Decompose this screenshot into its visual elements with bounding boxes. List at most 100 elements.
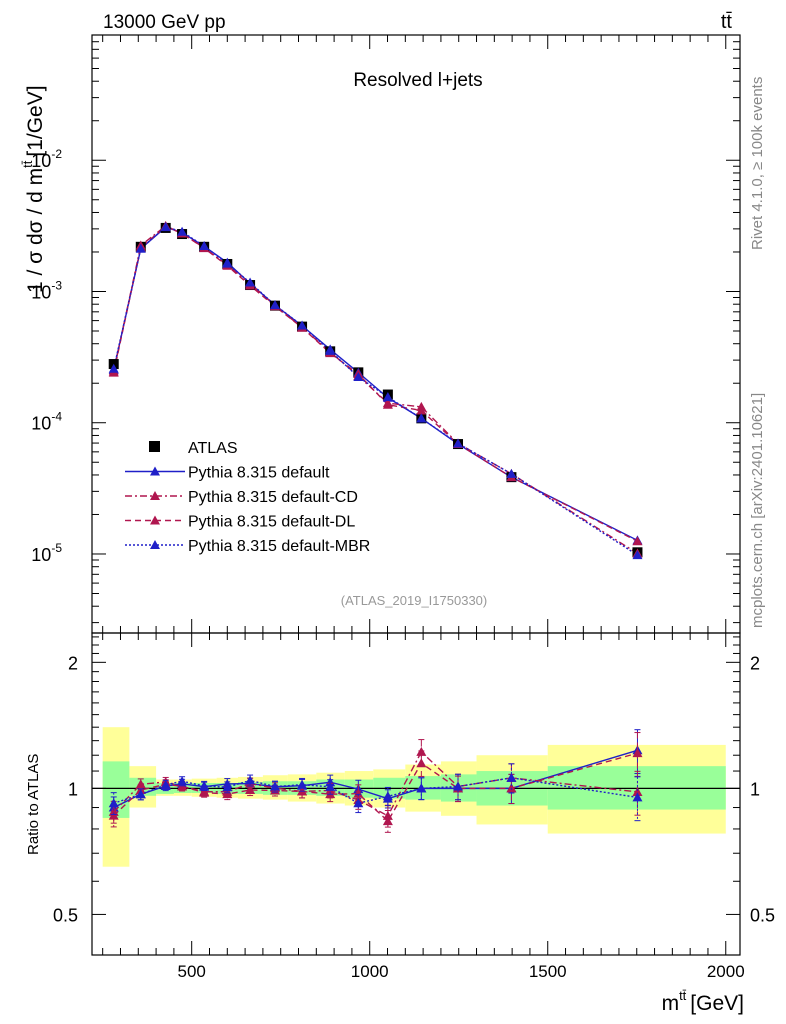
ratio-marker-pythia-8-315-default-dl (632, 748, 643, 758)
ratio-plot-frame (91, 632, 741, 956)
x-axis-label-unit: [GeV] (690, 992, 744, 1015)
mcplots-reference-label: mcplots.cern.ch [arXiv:2401.10621] (749, 393, 766, 628)
series-marker-pythia-8-315-default-dl (382, 399, 393, 409)
x-tick-label: 1000 (351, 962, 389, 981)
ratio-y-axis-label: Ratio to ATLAS (25, 754, 42, 855)
x-tick-label: 500 (178, 962, 206, 981)
ratio-marker-pythia-8-315-default-mbr (325, 781, 336, 791)
main-y-axis-label: 1 / σ dσ / d mtt̄ [1/GeV] (20, 85, 47, 293)
y-tick-label-exponent: -3 (51, 278, 62, 292)
series-marker-pythia-8-315-default-mbr (506, 468, 517, 478)
legend-label: Pythia 8.315 default (188, 465, 330, 482)
series-marker-pythia-8-315-default-mbr (160, 221, 171, 231)
ratio-marker-pythia-8-315-default-mbr (270, 781, 281, 791)
ratio-marker-pythia-8-315-default-mbr (506, 772, 517, 782)
series-marker-pythia-8-315-default-mbr (135, 243, 146, 253)
ratio-y-tick-label: 0.5 (53, 905, 78, 925)
ratio-marker-pythia-8-315-default-dl (416, 758, 427, 768)
series-marker-pythia-8-315-default-mbr (222, 258, 233, 268)
series-marker-pythia-8-315-default-mbr (353, 372, 364, 382)
series-marker-pythia-8-315-default-mbr (382, 392, 393, 402)
series-marker-pythia-8-315-default-mbr (199, 241, 210, 251)
header-process-label: tt̄ (721, 11, 733, 33)
ratio-marker-pythia-8-315-default-mbr (632, 792, 643, 802)
header-energy-label: 13000 GeV pp (103, 12, 226, 33)
y-tick-label-exponent: -5 (51, 541, 62, 555)
y-tick-label-base: 10 (31, 282, 51, 302)
series-marker-pythia-8-315-default-dl (632, 536, 643, 546)
series-marker-pythia-8-315-default-mbr (632, 550, 643, 560)
ratio-marker-pythia-8-315-default-mbr (160, 779, 171, 789)
y-tick-label: 10-5 (31, 541, 62, 565)
ratio-marker-pythia-8-315-default-mbr (416, 783, 427, 793)
ratio-marker-pythia-8-315-default-dl (222, 789, 233, 799)
ratio-line-pythia-8-315-default-cd (113, 750, 638, 817)
ratio-y-tick-label: 2 (68, 653, 78, 673)
y-axis-label-sup: tt̄ (20, 160, 35, 168)
y-axis-label-unit: [1/GeV] (24, 85, 47, 156)
y-tick-label-base: 10 (31, 545, 51, 565)
ratio-marker-pythia-8-315-default-cd (135, 779, 146, 789)
ratio-marker-pythia-8-315-default-mbr (222, 782, 233, 792)
legend-label: Pythia 8.315 default-MBR (188, 538, 370, 555)
legend-marker (150, 466, 160, 476)
ratio-marker-pythia-8-315-default-mbr (108, 798, 119, 808)
series-marker-pythia-8-315-default-mbr (108, 363, 119, 373)
ratio-marker-pythia-8-315-default-dl (245, 785, 256, 795)
ratio-marker-pythia-8-315-default-dl (382, 816, 393, 826)
series-marker-pythia-8-315-default-mbr (297, 320, 308, 330)
ratio-marker-pythia-8-315-default-cd (632, 786, 643, 796)
legend-marker (150, 491, 160, 500)
series-marker-pythia-8-315-default-mbr (270, 300, 281, 310)
ratio-y-tick-label-right: 1 (750, 779, 760, 799)
series-marker-pythia-8-315-default-dl (416, 405, 427, 415)
legend-label: Pythia 8.315 default-CD (188, 489, 358, 506)
series-line-pythia-8-315-default-dl (113, 225, 638, 542)
series-line-pythia-8-315-default-mbr (113, 226, 638, 556)
ratio-panel: 500 1000 1500 2000 0.5 0.5 1 1 2 2 (53, 632, 775, 981)
ratio-line-pythia-8-315-default-dl (113, 752, 638, 823)
y-tick-label: 10-2 (31, 147, 62, 171)
plot-title: Resolved l+jets (353, 70, 482, 91)
y-tick-label-base: 10 (31, 414, 51, 434)
ratio-marker-pythia-8-315-default-mbr (177, 776, 188, 786)
ratio-y-tick-label-right: 0.5 (750, 905, 775, 925)
ratio-marker-pythia-8-315-default-mbr (453, 781, 464, 791)
main-panel: 10-510-410-310-2 (31, 34, 741, 634)
y-tick-label: 10-3 (31, 278, 62, 302)
ratio-marker-pythia-8-315-default-dl (199, 787, 210, 797)
analysis-id-label: (ATLAS_2019_I1750330) (341, 593, 487, 608)
ratio-marker-pythia-8-315-default-mbr (382, 791, 393, 801)
y-tick-label-base: 10 (31, 151, 51, 171)
y-tick-label: 10-4 (31, 410, 62, 434)
ratio-y-tick-label: 1 (68, 779, 78, 799)
ratio-marker-pythia-8-315-default-dl (353, 788, 364, 798)
ratio-marker-pythia-8-315-default-mbr (353, 798, 364, 808)
ratio-marker-pythia-8-315-default-mbr (135, 789, 146, 799)
legend-label: Pythia 8.315 default-DL (188, 514, 355, 531)
legend-marker-atlas (149, 441, 160, 452)
x-tick-label: 1500 (529, 962, 567, 981)
legend-label: ATLAS (188, 440, 238, 457)
ratio-marker-pythia-8-315-default-mbr (245, 775, 256, 785)
series-marker-pythia-8-315-default-mbr (416, 413, 427, 423)
x-axis-label-sup: tt̄ (679, 988, 687, 1003)
series-marker-pythia-8-315-default-mbr (453, 438, 464, 448)
rivet-version-label: Rivet 4.1.0, ≥ 100k events (749, 77, 766, 250)
series-marker-pythia-8-315-default-mbr (245, 277, 256, 287)
ratio-marker-pythia-8-315-default (325, 777, 336, 787)
ratio-marker-pythia-8-315-default-dl (108, 810, 119, 820)
series-marker-pythia-8-315-default-mbr (177, 226, 188, 236)
ratio-marker-pythia-8-315-default-mbr (199, 780, 210, 790)
x-axis-label: mtt̄ [GeV] (662, 988, 744, 1015)
series-marker-pythia-8-315-default-mbr (325, 345, 336, 355)
ratio-line-pythia-8-315-default-mbr (113, 777, 638, 804)
y-axis-label-main: 1 / σ dσ / d m (24, 168, 47, 293)
x-axis-label-main: m (662, 992, 680, 1015)
ratio-marker-pythia-8-315-default-mbr (297, 779, 308, 789)
y-tick-label-exponent: -4 (51, 410, 62, 424)
legend-marker (150, 515, 160, 525)
legend-marker (150, 540, 160, 549)
y-tick-label-exponent: -2 (51, 147, 62, 161)
ratio-y-tick-label-right: 2 (750, 653, 760, 673)
